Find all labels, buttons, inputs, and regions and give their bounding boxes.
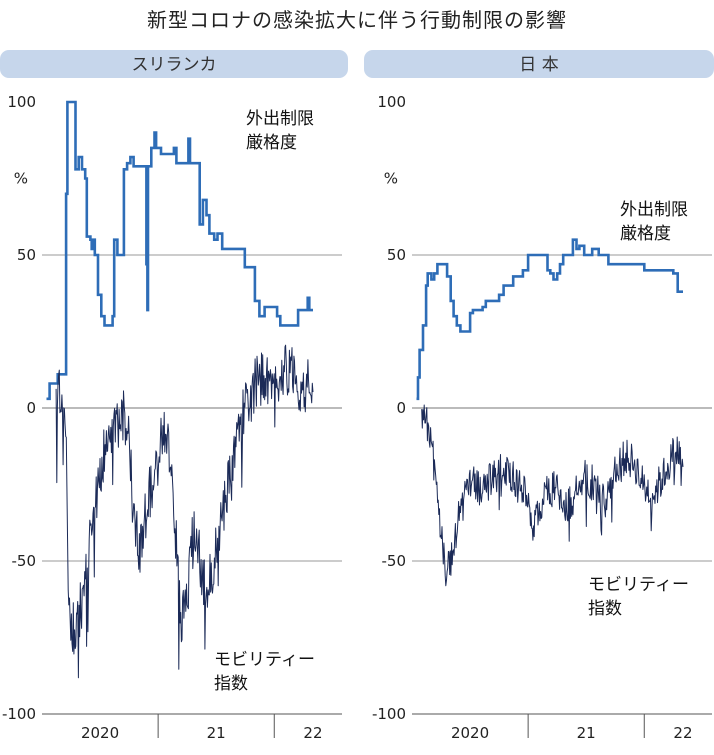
- series-label: 外出制限: [620, 200, 688, 220]
- x-tick-label: 2020: [81, 724, 119, 742]
- x-tick-label: 22: [303, 724, 322, 742]
- series-label: 厳格度: [246, 133, 297, 153]
- x-tick-label: 21: [207, 724, 226, 742]
- series-label: モビリティー: [214, 650, 315, 670]
- y-tick-label: 50: [17, 246, 36, 264]
- y-tick-label: -50: [12, 552, 37, 570]
- mobility-line: [421, 404, 684, 587]
- y-tick-label: -100: [2, 705, 36, 723]
- panel-header: [0, 50, 348, 78]
- series-label: モビリティー: [588, 575, 689, 595]
- y-unit-label: %: [14, 170, 28, 188]
- x-tick-label: 21: [577, 724, 596, 742]
- y-tick-label: -100: [372, 705, 406, 723]
- series-label: 指数: [214, 674, 248, 694]
- chart-title: 新型コロナの感染拡大に伴う行動制限の影響: [147, 8, 567, 32]
- panel-title: スリランカ: [132, 55, 217, 75]
- y-unit-label: %: [384, 170, 398, 188]
- y-tick-label: 50: [387, 246, 406, 264]
- stringency-line: [416, 238, 683, 401]
- y-tick-label: -50: [382, 552, 407, 570]
- x-tick-label: 22: [673, 724, 692, 742]
- stringency-line: [46, 100, 313, 401]
- panel-sri-lanka: スリランカ 100 50 0 -50 -100% 2020 21 22 外出制限厳格度モビリティー…: [0, 50, 348, 742]
- y-tick-label: 100: [377, 93, 406, 111]
- series-label: 指数: [588, 599, 622, 619]
- panel-header: [364, 50, 714, 78]
- panel-title: 日 本: [519, 55, 558, 75]
- y-tick-label: 0: [26, 399, 36, 417]
- mobility-line: [55, 344, 314, 679]
- x-tick-label: 2020: [451, 724, 489, 742]
- series-label: 厳格度: [620, 224, 671, 244]
- series-label: 外出制限: [246, 109, 314, 129]
- y-tick-label: 100: [7, 93, 36, 111]
- y-tick-label: 0: [396, 399, 406, 417]
